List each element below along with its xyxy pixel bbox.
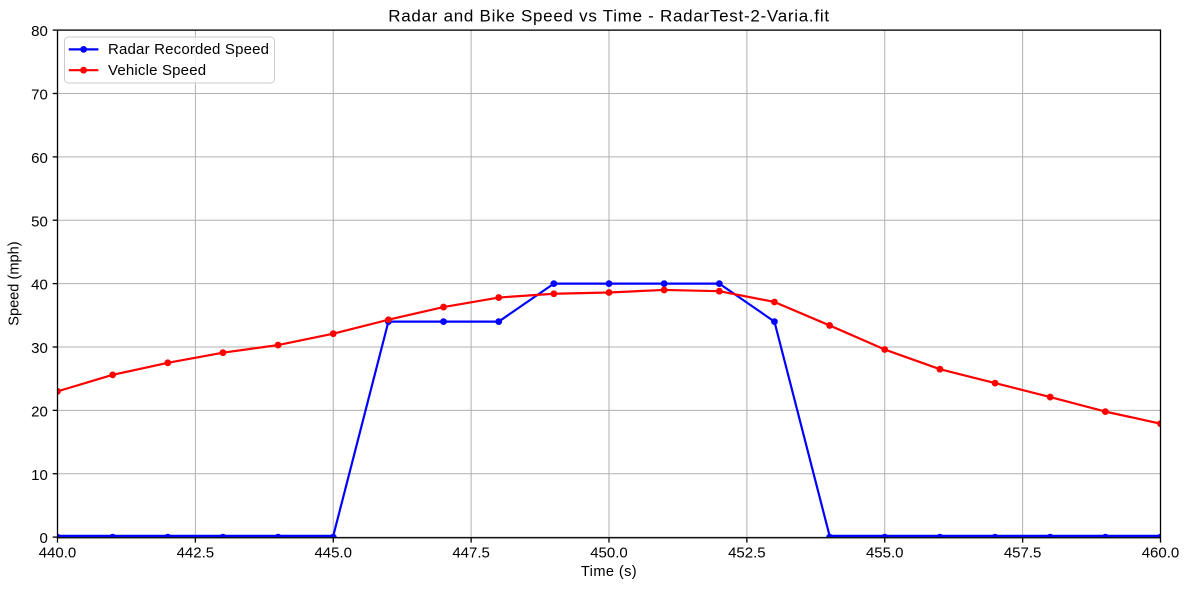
svg-text:30: 30 [31, 340, 48, 357]
svg-text:40: 40 [31, 277, 48, 294]
svg-text:Vehicle Speed: Vehicle Speed [108, 62, 206, 79]
svg-text:80: 80 [31, 23, 48, 40]
svg-text:20: 20 [31, 403, 48, 420]
svg-text:Radar and Bike Speed vs Time -: Radar and Bike Speed vs Time - RadarTest… [388, 7, 830, 26]
svg-text:Radar Recorded Speed: Radar Recorded Speed [108, 41, 269, 58]
svg-text:445.0: 445.0 [314, 544, 352, 561]
svg-text:457.5: 457.5 [1004, 544, 1042, 561]
svg-text:447.5: 447.5 [452, 544, 490, 561]
svg-text:450.0: 450.0 [590, 544, 628, 561]
svg-text:50: 50 [31, 213, 48, 230]
svg-text:455.0: 455.0 [866, 544, 904, 561]
svg-text:60: 60 [31, 150, 48, 167]
svg-text:10: 10 [31, 467, 48, 484]
svg-text:Time (s): Time (s) [581, 564, 637, 580]
svg-text:460.0: 460.0 [1142, 544, 1180, 561]
svg-text:452.5: 452.5 [728, 544, 766, 561]
svg-text:440.0: 440.0 [39, 544, 77, 561]
svg-text:0: 0 [39, 530, 47, 547]
svg-text:442.5: 442.5 [177, 544, 215, 561]
svg-text:Speed (mph): Speed (mph) [7, 241, 23, 325]
svg-text:70: 70 [31, 87, 48, 104]
